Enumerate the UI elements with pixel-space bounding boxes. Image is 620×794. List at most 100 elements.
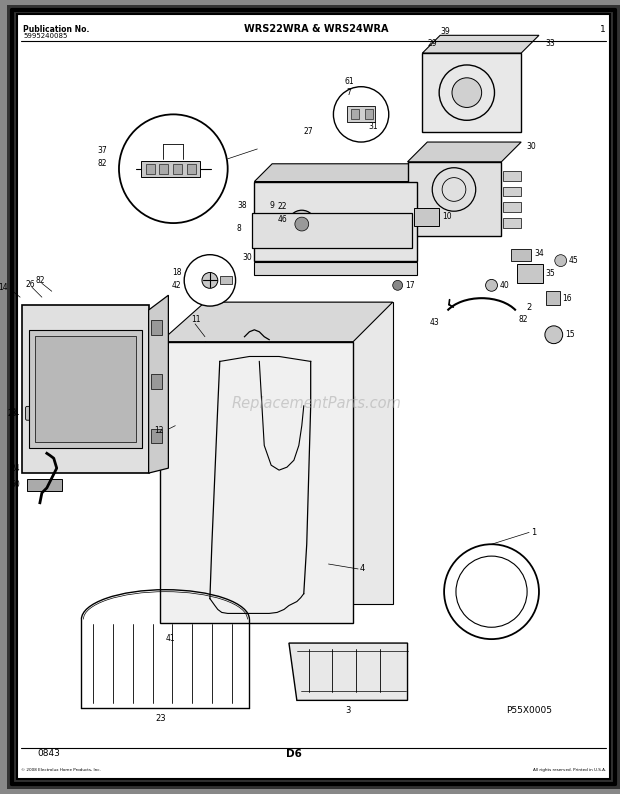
Polygon shape	[161, 341, 353, 623]
Circle shape	[184, 255, 236, 306]
Text: 1: 1	[600, 25, 606, 34]
Text: 23: 23	[155, 714, 166, 723]
Text: 82: 82	[35, 276, 45, 285]
Text: 42: 42	[172, 281, 181, 290]
Bar	[29, 330, 142, 449]
Text: 39: 39	[440, 27, 450, 36]
Bar	[219, 276, 232, 284]
Text: 26: 26	[25, 279, 35, 289]
Text: All rights reserved. Printed in U.S.A.: All rights reserved. Printed in U.S.A.	[533, 768, 606, 772]
Bar	[503, 171, 521, 180]
Bar	[407, 162, 502, 236]
Polygon shape	[289, 643, 407, 700]
Bar	[365, 110, 373, 119]
Text: 1: 1	[531, 528, 536, 537]
Text: 7: 7	[347, 88, 352, 97]
Text: 33: 33	[546, 39, 556, 48]
Bar	[174, 164, 182, 174]
Polygon shape	[254, 164, 435, 182]
Text: 15: 15	[565, 330, 575, 339]
Text: 82: 82	[97, 160, 107, 168]
Text: 17: 17	[405, 281, 415, 290]
Text: 16: 16	[563, 294, 572, 303]
Bar	[27, 479, 61, 491]
Bar	[254, 182, 417, 260]
Text: 82: 82	[518, 315, 528, 325]
Text: 2: 2	[526, 303, 531, 311]
Circle shape	[452, 78, 482, 107]
Bar	[347, 106, 375, 122]
Text: 31: 31	[368, 121, 378, 131]
Text: 37: 37	[97, 146, 107, 156]
Text: 14: 14	[0, 283, 8, 292]
Bar	[35, 336, 136, 442]
Bar	[146, 164, 154, 174]
Circle shape	[392, 280, 402, 291]
Text: 41: 41	[166, 634, 175, 642]
Text: 34: 34	[534, 249, 544, 258]
Text: 35: 35	[546, 269, 556, 278]
Bar	[503, 202, 521, 212]
Text: 51: 51	[11, 408, 20, 418]
Polygon shape	[161, 303, 392, 341]
Text: © 2008 Electrolux Home Products, Inc.: © 2008 Electrolux Home Products, Inc.	[21, 768, 101, 772]
Text: P55X0005: P55X0005	[507, 706, 552, 715]
Circle shape	[485, 279, 497, 291]
Text: 40: 40	[500, 281, 509, 290]
Text: 38: 38	[238, 201, 247, 210]
Text: 28: 28	[7, 409, 17, 418]
Text: 18: 18	[172, 268, 181, 277]
FancyBboxPatch shape	[25, 407, 50, 420]
Text: 30: 30	[526, 142, 536, 152]
Text: 8: 8	[237, 224, 241, 233]
Text: Publication No.: Publication No.	[23, 25, 89, 34]
Text: 50: 50	[11, 480, 20, 489]
Bar	[141, 161, 200, 176]
Text: ReplacementParts.com: ReplacementParts.com	[232, 396, 402, 411]
Bar	[351, 110, 359, 119]
Bar	[151, 429, 162, 443]
Bar	[151, 374, 162, 389]
Bar	[512, 249, 531, 260]
Text: 22: 22	[277, 202, 287, 210]
Circle shape	[555, 255, 567, 267]
Circle shape	[545, 326, 563, 344]
Circle shape	[202, 272, 218, 288]
Text: D6: D6	[286, 749, 302, 759]
Text: 0843: 0843	[37, 750, 60, 758]
Circle shape	[295, 217, 309, 231]
Text: 30: 30	[242, 253, 252, 262]
Bar	[414, 208, 439, 226]
Circle shape	[119, 114, 228, 223]
Text: 27: 27	[304, 127, 314, 136]
Text: WRS22WRA & WRS24WRA: WRS22WRA & WRS24WRA	[244, 25, 389, 34]
Bar	[517, 264, 543, 283]
Bar	[151, 320, 162, 335]
Polygon shape	[422, 35, 539, 53]
Circle shape	[288, 210, 316, 238]
Text: 9: 9	[270, 201, 275, 210]
Bar	[546, 291, 560, 305]
Text: 45: 45	[569, 256, 578, 265]
Text: 10: 10	[442, 212, 452, 221]
Text: 46: 46	[277, 214, 287, 224]
Text: 29: 29	[427, 39, 437, 48]
Text: 5995240085: 5995240085	[23, 33, 68, 39]
Bar	[503, 218, 521, 228]
Bar	[254, 261, 417, 276]
Bar	[22, 305, 149, 473]
Bar	[252, 214, 412, 248]
Bar	[503, 187, 521, 196]
Bar	[187, 164, 196, 174]
Text: 43: 43	[429, 318, 439, 327]
Text: 24: 24	[11, 464, 20, 472]
Polygon shape	[407, 142, 521, 162]
Text: 3: 3	[345, 706, 351, 715]
Bar	[422, 53, 521, 132]
Polygon shape	[149, 295, 169, 473]
Text: 61: 61	[345, 77, 354, 87]
Circle shape	[334, 87, 389, 142]
Bar	[159, 164, 169, 174]
Text: 4: 4	[360, 565, 365, 573]
Polygon shape	[205, 303, 392, 603]
